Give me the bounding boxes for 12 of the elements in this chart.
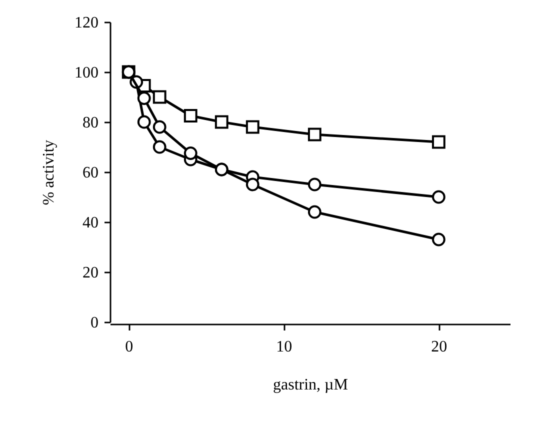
y-tick-label: 120	[74, 14, 98, 32]
y-tick-label: 80	[82, 114, 98, 132]
x-tick-label: 10	[276, 338, 292, 356]
x-tick-label: 20	[431, 338, 448, 356]
y-tick-label: 100	[74, 64, 98, 82]
y-tick-label: 0	[90, 314, 98, 332]
y-axis-title: % activity	[40, 140, 58, 206]
y-tick-label: 20	[82, 264, 98, 282]
y-tick-label: 40	[82, 214, 98, 232]
x-axis-title: gastrin, µM	[273, 376, 348, 394]
x-tick-label: 0	[125, 338, 134, 356]
y-tick-label: 60	[82, 164, 98, 182]
